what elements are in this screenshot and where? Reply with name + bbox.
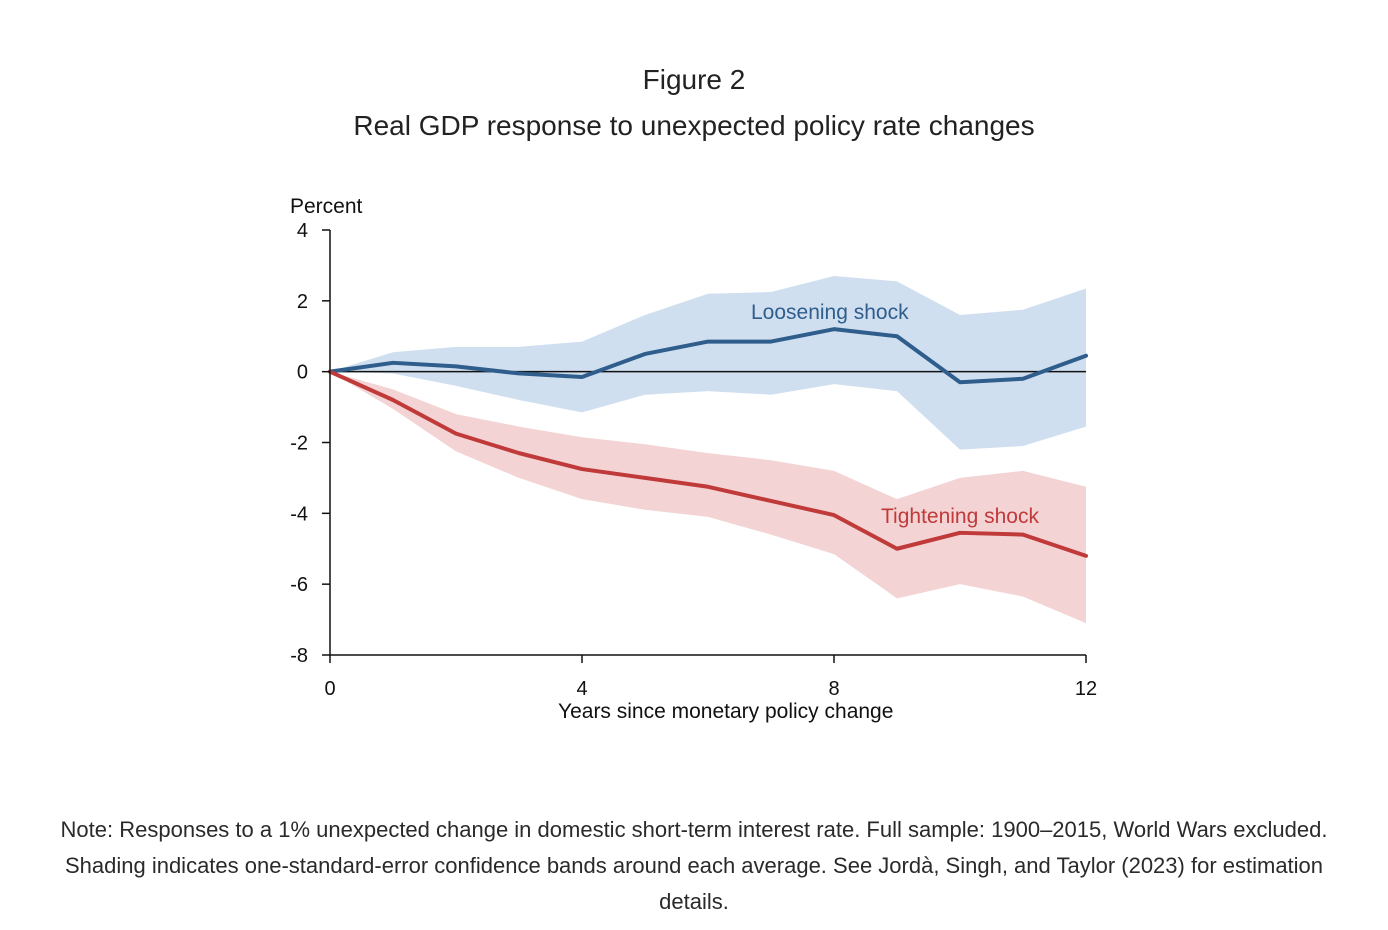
confidence-bands [330, 276, 1086, 624]
x-tick-label: 12 [1075, 678, 1097, 700]
series-line-loosening [328, 327, 1088, 385]
confidence-band-tightening [330, 371, 1086, 624]
y-tick-label: -6 [290, 574, 308, 596]
y-tick-label: -4 [290, 503, 308, 525]
series-label-tightening: Tightening shock [881, 505, 1039, 528]
y-axis-title: Percent [290, 195, 363, 218]
x-tick-label: 8 [828, 678, 839, 700]
series-line-tightening [328, 369, 1088, 558]
figure-note: Note: Responses to a 1% unexpected chang… [60, 817, 1328, 914]
series-label-loosening: Loosening shock [751, 301, 909, 324]
axes: 4 2 0 -2 -4 -6 -8 0 4 8 12 [290, 220, 1097, 700]
chart-title: Real GDP response to unexpected policy r… [353, 110, 1035, 141]
y-tick-label: -8 [290, 645, 308, 667]
x-axis-title: Years since monetary policy change [558, 700, 893, 723]
x-tick-label: 4 [576, 678, 587, 700]
line-chart: 4 2 0 -2 -4 -6 -8 0 4 8 12 Percent Years since mon… [290, 195, 1097, 723]
series-lines [328, 327, 1088, 558]
y-tick-label: 2 [297, 291, 308, 313]
confidence-band-loosening [330, 276, 1086, 450]
y-tick-label: 0 [297, 362, 308, 384]
y-tick-label: 4 [297, 220, 308, 242]
y-tick-label: -2 [290, 433, 308, 455]
figure-label: Figure 2 [642, 64, 746, 95]
x-tick-label: 0 [324, 678, 335, 700]
